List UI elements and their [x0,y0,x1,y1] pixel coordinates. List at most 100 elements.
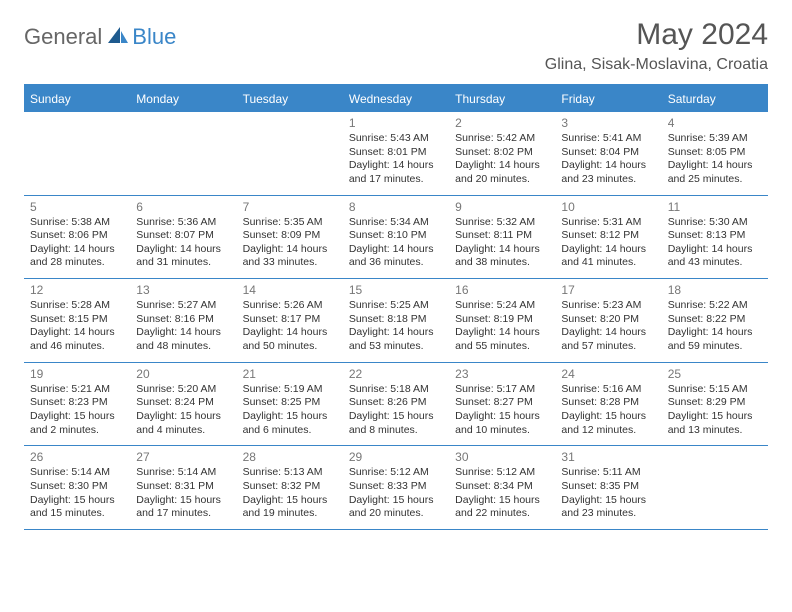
day-number: 15 [349,283,443,297]
day-number: 12 [30,283,124,297]
calendar-cell: 11 Sunrise: 5:30 AMSunset: 8:13 PMDayligh… [662,196,768,279]
calendar-cell: 9Sunrise: 5:32 AMSunset: 8:11 PMDaylight… [449,196,555,279]
daylight-line: and 43 minutes. [668,256,762,270]
page-title: May 2024 [545,18,768,52]
calendar-cell: 25 Sunrise: 5:15 AMSunset: 8:29 PMDayligh… [662,363,768,446]
daylight-line: Daylight: 15 hours [30,494,124,508]
day-header-monday: Monday [130,86,236,112]
daylight-line: Daylight: 14 hours [455,243,549,257]
daylight-line: and 20 minutes. [455,173,549,187]
week-row: 19Sunrise: 5:21 AMSunset: 8:23 PMDayligh… [24,363,768,447]
sunrise-line: Sunrise: 5:13 AM [243,466,337,480]
sunset-line: Sunset: 8:22 PM [668,313,762,327]
daylight-line: and 25 minutes. [668,173,762,187]
daylight-line: and 15 minutes. [30,507,124,521]
calendar-cell: 23Sunrise: 5:17 AMSunset: 8:27 PMDayligh… [449,363,555,446]
calendar-cell: 18Sunrise: 5:22 AMSunset: 8:22 PMDayligh… [662,279,768,362]
day-number: 1 [349,116,443,130]
sunset-line: Sunset: 8:27 PM [455,396,549,410]
daylight-line: and 48 minutes. [136,340,230,354]
day-number: 21 [243,367,337,381]
day-number: 25 [668,367,762,381]
daylight-line: and 31 minutes. [136,256,230,270]
sunset-line: Sunset: 8:35 PM [561,480,655,494]
sunset-line: Sunset: 8:26 PM [349,396,443,410]
sunset-line: Sunset: 8:16 PM [136,313,230,327]
daylight-line: and 53 minutes. [349,340,443,354]
calendar-cell: 15Sunrise: 5:25 AMSunset: 8:18 PMDayligh… [343,279,449,362]
daylight-line: Daylight: 14 hours [561,243,655,257]
logo: General Blue [24,18,176,50]
sunset-line: Sunset: 8:13 PM [668,229,762,243]
daylight-line: and 59 minutes. [668,340,762,354]
sunset-line: Sunset: 8:29 PM [668,396,762,410]
sunrise-line: Sunrise: 5:27 AM [136,299,230,313]
sunrise-line: Sunrise: 5:12 AM [455,466,549,480]
logo-text-general: General [24,24,102,50]
calendar-cell: 17Sunrise: 5:23 AMSunset: 8:20 PMDayligh… [555,279,661,362]
day-number: 27 [136,450,230,464]
sunrise-line: Sunrise: 5:25 AM [349,299,443,313]
daylight-line: Daylight: 15 hours [455,494,549,508]
week-row: 26Sunrise: 5:14 AMSunset: 8:30 PMDayligh… [24,446,768,530]
sunset-line: Sunset: 8:02 PM [455,146,549,160]
daylight-line: and 4 minutes. [136,424,230,438]
sunset-line: Sunset: 8:24 PM [136,396,230,410]
day-number: 24 [561,367,655,381]
calendar-cell: 2Sunrise: 5:42 AMSunset: 8:02 PMDaylight… [449,112,555,195]
daylight-line: Daylight: 14 hours [668,243,762,257]
day-number: 5 [30,200,124,214]
calendar-cell: 5Sunrise: 5:38 AMSunset: 8:06 PMDaylight… [24,196,130,279]
sail-icon [106,25,130,50]
calendar-cell: 28Sunrise: 5:13 AMSunset: 8:32 PMDayligh… [237,446,343,529]
sunset-line: Sunset: 8:11 PM [455,229,549,243]
sunset-line: Sunset: 8:18 PM [349,313,443,327]
sunrise-line: Sunrise: 5:15 AM [668,383,762,397]
sunset-line: Sunset: 8:15 PM [30,313,124,327]
sunrise-line: Sunrise: 5:30 AM [668,216,762,230]
daylight-line: Daylight: 14 hours [668,159,762,173]
sunset-line: Sunset: 8:05 PM [668,146,762,160]
day-header-sunday: Sunday [24,86,130,112]
daylight-line: Daylight: 15 hours [349,494,443,508]
sunset-line: Sunset: 8:04 PM [561,146,655,160]
calendar-cell: 24Sunrise: 5:16 AMSunset: 8:28 PMDayligh… [555,363,661,446]
daylight-line: and 22 minutes. [455,507,549,521]
sunset-line: Sunset: 8:31 PM [136,480,230,494]
daylight-line: Daylight: 14 hours [136,243,230,257]
day-number: 11 [668,200,762,214]
calendar-day-header: Sunday Monday Tuesday Wednesday Thursday… [24,86,768,112]
daylight-line: Daylight: 15 hours [668,410,762,424]
daylight-line: Daylight: 14 hours [455,326,549,340]
calendar-cell: 4Sunrise: 5:39 AMSunset: 8:05 PMDaylight… [662,112,768,195]
day-number: 8 [349,200,443,214]
sunrise-line: Sunrise: 5:35 AM [243,216,337,230]
daylight-line: and 28 minutes. [30,256,124,270]
calendar-cell: 26Sunrise: 5:14 AMSunset: 8:30 PMDayligh… [24,446,130,529]
daylight-line: and 19 minutes. [243,507,337,521]
sunset-line: Sunset: 8:19 PM [455,313,549,327]
sunset-line: Sunset: 8:07 PM [136,229,230,243]
calendar-cell: 10Sunrise: 5:31 AMSunset: 8:12 PMDayligh… [555,196,661,279]
sunrise-line: Sunrise: 5:28 AM [30,299,124,313]
sunrise-line: Sunrise: 5:14 AM [136,466,230,480]
day-number: 3 [561,116,655,130]
day-header-tuesday: Tuesday [237,86,343,112]
day-number: 10 [561,200,655,214]
sunrise-line: Sunrise: 5:23 AM [561,299,655,313]
daylight-line: Daylight: 14 hours [30,243,124,257]
daylight-line: Daylight: 14 hours [668,326,762,340]
daylight-line: and 17 minutes. [136,507,230,521]
calendar-cell: 22Sunrise: 5:18 AMSunset: 8:26 PMDayligh… [343,363,449,446]
sunset-line: Sunset: 8:17 PM [243,313,337,327]
daylight-line: and 55 minutes. [455,340,549,354]
daylight-line: Daylight: 14 hours [136,326,230,340]
daylight-line: Daylight: 14 hours [349,159,443,173]
calendar-cell: 19Sunrise: 5:21 AMSunset: 8:23 PMDayligh… [24,363,130,446]
daylight-line: and 36 minutes. [349,256,443,270]
daylight-line: Daylight: 14 hours [349,243,443,257]
daylight-line: and 57 minutes. [561,340,655,354]
daylight-line: Daylight: 15 hours [136,410,230,424]
week-row: 12 Sunrise: 5:28 AMSunset: 8:15 PM Dayligh… [24,279,768,363]
calendar-cell: 21Sunrise: 5:19 AMSunset: 8:25 PMDayligh… [237,363,343,446]
